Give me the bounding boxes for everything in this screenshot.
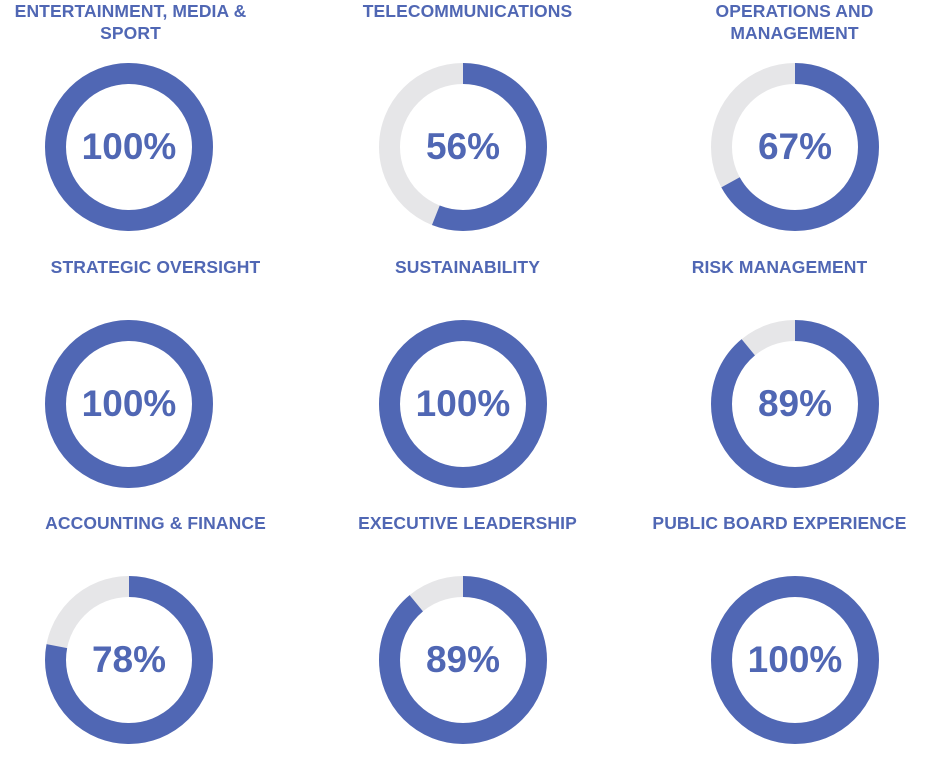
chart-title: PUBLIC BOARD EXPERIENCE xyxy=(652,513,907,533)
donut-svg xyxy=(45,576,213,744)
donut-value-arc xyxy=(45,320,213,488)
donut-svg xyxy=(379,576,547,744)
donut-chart: 89% xyxy=(710,319,880,489)
donut-chart: 100% xyxy=(44,319,214,489)
donut-value-label: 100% xyxy=(747,639,843,680)
donut-value-label: 89% xyxy=(757,383,833,424)
chart-title: OPERATIONS AND MANAGEMENT xyxy=(715,1,874,43)
donut-value-label: 100% xyxy=(81,383,177,424)
donut-svg xyxy=(45,320,213,488)
donut-svg xyxy=(711,63,879,231)
donut-value-arc xyxy=(45,63,213,231)
donut-value-arc xyxy=(45,576,213,744)
donut-svg xyxy=(379,320,547,488)
donut-cell: SUSTAINABILITY 100% xyxy=(312,256,623,512)
donut-value-arc xyxy=(379,63,547,231)
donut-value-label: 100% xyxy=(81,126,177,167)
donut-cell: ENTERTAINMENT, MEDIA & SPORT 100% xyxy=(0,0,311,256)
donut-chart: 100% xyxy=(378,319,548,489)
chart-title: ENTERTAINMENT, MEDIA & SPORT xyxy=(14,1,247,43)
donut-chart: 56% xyxy=(378,62,548,232)
donut-svg xyxy=(45,63,213,231)
chart-title: SUSTAINABILITY xyxy=(395,257,540,277)
donut-value-arc xyxy=(711,63,879,231)
donut-svg xyxy=(711,320,879,488)
donut-value-label: 67% xyxy=(757,126,833,167)
donut-chart: 67% xyxy=(710,62,880,232)
chart-title: TELECOMMUNICATIONS xyxy=(362,1,573,21)
donut-value-arc xyxy=(379,320,547,488)
donut-cell: ACCOUNTING & FINANCE 78% xyxy=(0,512,311,768)
donut-value-label: 78% xyxy=(91,639,167,680)
donut-cell: PUBLIC BOARD EXPERIENCE 100% xyxy=(624,512,935,768)
donut-cell: RISK MANAGEMENT 89% xyxy=(624,256,935,512)
chart-title: STRATEGIC OVERSIGHT xyxy=(50,257,261,277)
donut-chart: 78% xyxy=(44,575,214,745)
donut-value-arc xyxy=(379,576,547,744)
donut-chart: 100% xyxy=(44,62,214,232)
donut-value-label: 89% xyxy=(425,639,501,680)
donut-cell: EXECUTIVE LEADERSHIP 89% xyxy=(312,512,623,768)
donut-value-arc xyxy=(711,576,879,744)
chart-title: RISK MANAGEMENT xyxy=(691,257,868,277)
donut-value-label: 56% xyxy=(425,126,501,167)
chart-title: ACCOUNTING & FINANCE xyxy=(45,513,266,533)
donut-cell: TELECOMMUNICATIONS 56% xyxy=(312,0,623,256)
donut-value-arc xyxy=(711,320,879,488)
donut-cell: STRATEGIC OVERSIGHT 100% xyxy=(0,256,311,512)
chart-title: EXECUTIVE LEADERSHIP xyxy=(358,513,577,533)
donut-chart-grid: ENTERTAINMENT, MEDIA & SPORT 100% TELECOMM… xyxy=(0,0,935,744)
donut-svg xyxy=(379,63,547,231)
donut-chart: 89% xyxy=(378,575,548,745)
donut-svg xyxy=(711,576,879,744)
donut-cell: OPERATIONS AND MANAGEMENT 67% xyxy=(624,0,935,256)
donut-chart: 100% xyxy=(710,575,880,745)
donut-value-label: 100% xyxy=(415,383,511,424)
